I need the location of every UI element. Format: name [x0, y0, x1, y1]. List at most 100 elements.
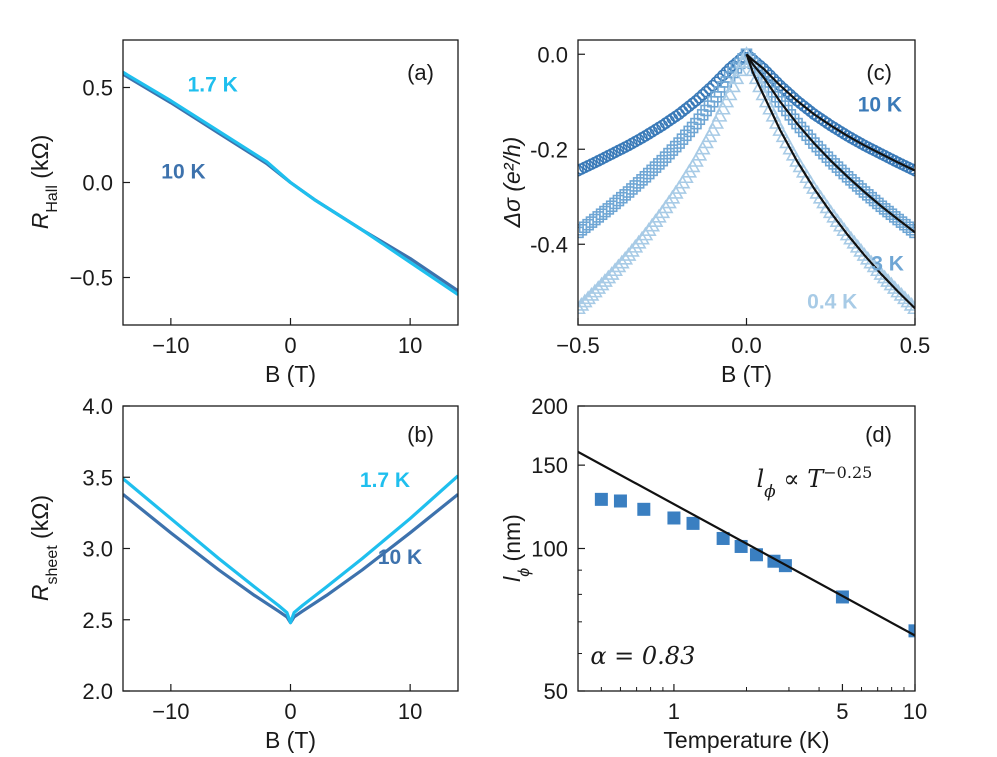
- panel-a-xlabel: B (T): [265, 361, 316, 387]
- data-point-04K: [765, 107, 782, 122]
- data-point-3K: [649, 161, 662, 173]
- data-point-04K: [593, 276, 610, 291]
- x-tick-label: 0: [284, 699, 296, 724]
- data-point-3K: [794, 121, 807, 134]
- data-point-3K: [622, 186, 635, 198]
- data-point-3K: [686, 121, 699, 134]
- data-point-04K: [856, 247, 873, 261]
- x-tick-label: −0.5: [556, 333, 599, 358]
- data-point-04K: [738, 46, 755, 60]
- data-point-3K: [666, 144, 679, 156]
- data-point-3K: [673, 137, 685, 149]
- data-point-3K: [814, 144, 827, 156]
- data-point-04K: [752, 78, 768, 93]
- panel-d-ylabel: lϕ (nm): [499, 514, 533, 582]
- data-point-l_phi: [667, 511, 681, 525]
- data-point-04K: [762, 100, 778, 115]
- panel-d-label: (d): [865, 422, 892, 447]
- data-point-10K: [784, 88, 797, 101]
- data-point-10K: [787, 91, 800, 104]
- panel-b-ylabel: Rsheet (kΩ): [27, 495, 61, 601]
- data-point-04K: [624, 242, 640, 257]
- data-point-04K: [711, 107, 728, 122]
- data-point-04K: [873, 266, 890, 280]
- data-point-04K: [876, 269, 893, 284]
- data-point-3K: [653, 158, 665, 170]
- x-tick-label: 0.0: [731, 333, 762, 358]
- data-point-3K: [639, 171, 652, 183]
- data-point-3K: [808, 137, 820, 149]
- data-point-3K: [818, 147, 830, 160]
- data-point-04K: [630, 234, 647, 249]
- data-point-04K: [613, 254, 630, 269]
- y-tick-label: −0.5: [70, 266, 113, 291]
- data-point-10K: [686, 97, 699, 110]
- y-tick-label: 0.0: [537, 42, 568, 67]
- data-point-3K: [905, 224, 915, 236]
- data-point-l_phi: [594, 492, 608, 506]
- data-point-3K: [656, 154, 669, 167]
- data-point-l_phi: [613, 494, 627, 508]
- data-point-10K: [909, 164, 915, 177]
- data-point-04K: [721, 86, 738, 101]
- data-point-3K: [791, 117, 803, 130]
- panel-b-xlabel: B (T): [265, 727, 316, 753]
- y-tick-label: 3.0: [82, 537, 113, 562]
- data-point-3K: [663, 147, 675, 160]
- data-point-04K: [863, 254, 880, 269]
- y-tick-label: 200: [531, 394, 568, 419]
- data-point-04K: [597, 273, 613, 287]
- x-tick-label: −10: [152, 333, 189, 358]
- data-point-04K: [897, 290, 913, 305]
- data-point-04K: [755, 86, 772, 101]
- data-point-04K: [578, 300, 586, 315]
- panel-b-marks: [123, 474, 458, 625]
- data-point-04K: [617, 250, 634, 265]
- data-point-04K: [748, 70, 765, 85]
- data-point-3K: [669, 140, 682, 153]
- y-tick-label: 150: [531, 453, 568, 478]
- data-point-3K: [797, 125, 810, 138]
- panel-c-label: (c): [866, 60, 892, 85]
- data-point-3K: [636, 174, 648, 186]
- data-point-l_phi: [716, 531, 730, 545]
- panel-c-annotation-10k: 10 K: [858, 93, 902, 116]
- data-point-04K: [893, 286, 910, 301]
- x-tick-label: 1: [668, 699, 680, 724]
- data-point-3K: [851, 180, 864, 192]
- data-point-10K: [578, 164, 584, 177]
- data-point-04K: [627, 238, 644, 253]
- data-point-3K: [642, 167, 655, 180]
- data-point-3K: [804, 133, 817, 145]
- panel-a-annotation-10k: 10 K: [161, 161, 205, 184]
- y-tick-label: -0.2: [530, 137, 568, 162]
- data-point-3K: [841, 171, 854, 183]
- data-point-3K: [845, 174, 857, 186]
- data-point-04K: [866, 258, 883, 273]
- data-point-3K: [828, 158, 840, 170]
- series-line-17K: [123, 70, 458, 296]
- data-point-3K: [909, 226, 915, 239]
- data-point-3K: [811, 140, 824, 153]
- x-tick-label: 10: [903, 699, 927, 724]
- data-point-3K: [619, 189, 631, 201]
- panel-b-annotation-10k: 10 K: [378, 546, 422, 569]
- data-point-3K: [676, 133, 689, 145]
- x-tick-label: 0: [284, 333, 296, 358]
- y-tick-label: 4.0: [82, 394, 113, 419]
- data-point-10K: [690, 95, 702, 107]
- data-point-04K: [634, 230, 650, 245]
- x-tick-label: 10: [398, 699, 422, 724]
- x-tick-label: 0.5: [900, 333, 931, 358]
- data-point-3K: [821, 151, 834, 163]
- panel-d-powerlaw-annotation: lϕ ∝ T−0.25: [756, 462, 872, 502]
- data-point-3K: [632, 177, 645, 189]
- y-tick-label: 100: [531, 537, 568, 562]
- data-point-04K: [718, 93, 735, 108]
- data-point-3K: [646, 164, 658, 177]
- data-point-04K: [725, 78, 741, 93]
- data-point-l_phi: [908, 624, 915, 638]
- data-point-3K: [680, 129, 692, 142]
- y-tick-label: 2.5: [82, 608, 113, 633]
- data-point-04K: [886, 280, 903, 294]
